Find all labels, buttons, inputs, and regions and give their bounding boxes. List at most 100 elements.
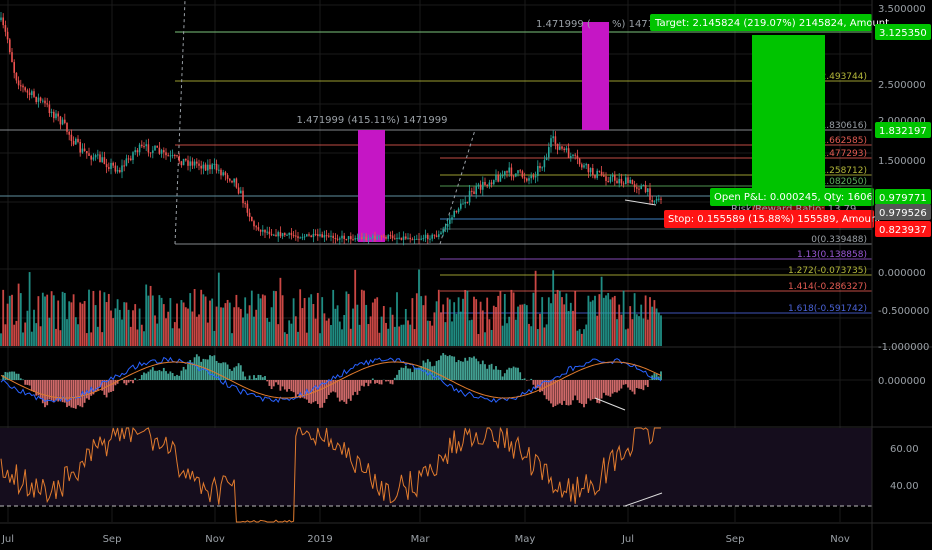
candle-112: [246, 203, 249, 213]
candle-74: [163, 150, 165, 153]
candle-25: [55, 113, 57, 119]
volume-bar-291: [640, 304, 643, 346]
volume-bar-282: [620, 314, 623, 346]
candle-34: [75, 138, 77, 145]
candle-266: [585, 164, 587, 166]
candle-245: [539, 166, 541, 169]
candle-43: [94, 155, 97, 158]
macd-hist-92: [202, 358, 205, 380]
candle-128: [281, 233, 284, 237]
volume-bar-37: [81, 303, 84, 346]
volume-bar-249: [547, 297, 550, 346]
volume-bar-50: [110, 310, 112, 346]
candle-154: [339, 238, 341, 240]
macd-hist-256: [563, 380, 566, 401]
volume-bar-299: [657, 312, 660, 346]
macd-hist-181: [398, 369, 401, 380]
macd-hist-131: [288, 380, 291, 390]
candle-11: [24, 87, 26, 91]
volume-bar-16: [35, 323, 38, 346]
macd-hist-59: [129, 380, 132, 382]
volume-bar-58: [127, 309, 130, 346]
volume-bar-4: [8, 295, 11, 346]
macd-hist-71: [156, 370, 159, 380]
macd-hist-269: [591, 380, 594, 400]
volume-bar-91: [200, 289, 203, 346]
volume-bar-212: [466, 290, 469, 346]
candle-259: [570, 156, 572, 158]
volume-bar-194: [426, 320, 429, 346]
macd-hist-118: [259, 375, 262, 380]
candle-41: [90, 155, 92, 160]
macd-hist-11: [24, 380, 27, 385]
candle-221: [486, 184, 488, 186]
macd-hist-143: [314, 380, 317, 402]
macd-hist-7: [15, 373, 18, 380]
candle-23: [50, 111, 53, 114]
candle-177: [389, 235, 392, 237]
macd-hist-37: [81, 380, 84, 408]
candle-86: [189, 161, 191, 166]
volume-bar-13: [28, 272, 31, 346]
fib-label-1: 0(1.830616): [811, 121, 867, 131]
long-position-tool[interactable]: Target: 2.145824 (219.07%) 2145824, Amou…: [650, 14, 889, 228]
macd-hist-155: [341, 380, 343, 401]
macd-hist-264: [580, 380, 583, 404]
macd-hist-176: [387, 380, 390, 382]
volume-bar-256: [563, 304, 566, 346]
candle-279: [614, 175, 616, 181]
volume-bar-95: [209, 300, 211, 346]
candle-225: [495, 174, 497, 181]
macd-hist-99: [217, 362, 220, 380]
volume-bar-57: [125, 302, 128, 346]
volume-bar-152: [334, 308, 337, 346]
volume-bar-209: [459, 311, 462, 346]
candle-295: [649, 188, 651, 201]
macd-hist-285: [627, 380, 629, 388]
candle-197: [433, 234, 436, 236]
candle-169: [372, 235, 374, 239]
candle-37: [81, 148, 84, 153]
macd-hist-272: [598, 380, 601, 404]
candle-20: [44, 100, 46, 104]
macd-hist-152: [334, 380, 337, 393]
candle-223: [490, 182, 493, 185]
volume-bar-87: [191, 311, 194, 346]
candle-80: [176, 155, 178, 157]
volume-bar-238: [523, 303, 526, 346]
macd-hist-145: [319, 380, 321, 408]
candle-84: [185, 158, 187, 161]
volume-bar-53: [116, 299, 119, 346]
volume-bar-285: [627, 328, 629, 346]
volume-bar-277: [609, 299, 612, 346]
volume-bar-239: [525, 305, 528, 346]
volume-bar-81: [178, 328, 181, 346]
measure-label-2a: 1.471999 (: [536, 19, 591, 30]
candle-298: [655, 198, 658, 201]
candle-66: [145, 144, 147, 147]
macd-hist-182: [400, 367, 403, 380]
candle-4: [9, 39, 11, 53]
macd-hist-128: [281, 380, 284, 387]
open-pl-label: Open P&L: 0.000245, Qty: 1606: [714, 192, 873, 203]
candle-116: [255, 226, 257, 228]
volume-bar-218: [479, 301, 482, 346]
volume-bar-56: [123, 302, 126, 346]
volume-bar-0: [0, 333, 2, 346]
volume-bar-20: [44, 296, 46, 346]
candle-145: [319, 234, 321, 237]
macd-hist-254: [558, 380, 561, 404]
macd-hist-243: [534, 380, 537, 389]
macd-hist-148: [325, 380, 328, 399]
macd-hist-185: [407, 368, 409, 380]
macd-hist-197: [433, 365, 436, 380]
y-tick-3: 1.500000: [878, 156, 926, 167]
macd-tick-0: 0.000000: [878, 376, 926, 387]
candle-174: [383, 236, 385, 238]
macd-hist-175: [385, 380, 387, 382]
candle-47: [103, 157, 106, 165]
candle-118: [259, 229, 262, 232]
macd-hist-60: [132, 380, 134, 384]
